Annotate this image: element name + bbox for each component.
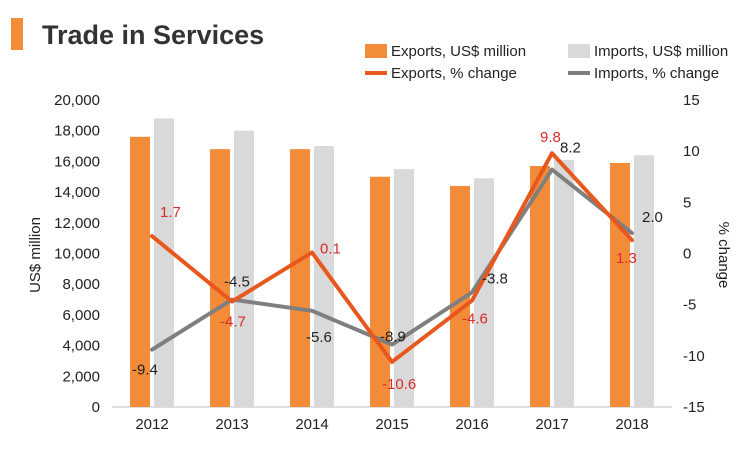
x-tick-label: 2016 [455, 416, 488, 433]
y-tick-label: 12,000 [54, 215, 100, 232]
chart-title: Trade in Services [42, 20, 265, 50]
y2-tick-label: -5 [683, 297, 696, 314]
y-tick-label: 16,000 [54, 153, 100, 170]
imports-bar [394, 169, 414, 407]
y2-tick-label: 5 [683, 194, 691, 211]
exports-change-label: 1.3 [616, 250, 637, 267]
x-tick-label: 2018 [615, 416, 648, 433]
legend-label: Exports, US$ million [391, 43, 526, 60]
y2-axis-label: % change [715, 222, 732, 289]
y-tick-label: 8,000 [62, 276, 100, 293]
exports-change-line [150, 151, 634, 364]
title-accent-bar [11, 18, 23, 50]
y-tick-label: 10,000 [54, 246, 100, 263]
exports-change-label: -4.6 [462, 311, 488, 328]
x-tick-label: 2015 [375, 416, 408, 433]
x-tick-label: 2013 [215, 416, 248, 433]
imports-bar [154, 118, 174, 408]
y2-tick-label: -15 [683, 399, 705, 416]
x-axis: 2012 2013 2014 2015 2016 2017 2018 [112, 406, 672, 433]
exports-bar [450, 185, 470, 407]
y2-tick-label: 10 [683, 143, 700, 160]
y-tick-label: 14,000 [54, 184, 100, 201]
y-tick-label: 20,000 [54, 92, 100, 109]
imports-bar [634, 155, 654, 407]
exports-change-label: 1.7 [160, 204, 181, 221]
y-tick-label: 4,000 [62, 338, 100, 355]
y2-tick-label: -10 [683, 348, 705, 365]
exports-change-label: -4.7 [220, 314, 246, 331]
imports-bar [314, 146, 334, 408]
legend-label: Imports, % change [594, 65, 719, 82]
right-axis: -15 -10 -5 0 5 10 15 [683, 92, 705, 416]
exports-bar [530, 166, 550, 407]
legend-swatch [568, 44, 590, 58]
x-tick-label: 2014 [295, 416, 328, 433]
exports-bar [370, 176, 390, 407]
x-tick-label: 2012 [135, 416, 168, 433]
y-tick-label: 18,000 [54, 123, 100, 140]
legend-label: Exports, % change [391, 65, 517, 82]
y-tick-label: 6,000 [62, 307, 100, 324]
exports-bar [210, 149, 230, 407]
exports-change-label: -10.6 [382, 376, 416, 393]
imports-bar [554, 159, 574, 407]
bar-series [130, 118, 654, 408]
exports-bar [610, 162, 630, 407]
x-tick-label: 2017 [535, 416, 568, 433]
exports-change-label: 0.1 [320, 240, 341, 257]
imports-change-label: 2.0 [642, 209, 663, 226]
legend: Exports, US$ million Imports, US$ million… [365, 43, 728, 82]
left-axis: 0 2,000 4,000 6,000 8,000 10,000 12,000 14,000 1… [54, 92, 100, 416]
y-tick-label: 2,000 [62, 368, 100, 385]
imports-change-label: 8.2 [560, 140, 581, 157]
y2-tick-label: 0 [683, 246, 691, 263]
exports-bar [130, 136, 150, 407]
line-series [150, 151, 634, 364]
legend-label: Imports, US$ million [594, 43, 728, 60]
imports-change-label: -9.4 [132, 362, 158, 379]
imports-bar [234, 130, 254, 407]
imports-change-label: -4.5 [224, 274, 250, 291]
y2-tick-label: 15 [683, 92, 700, 109]
y-axis-label: US$ million [27, 217, 44, 293]
imports-change-label: -3.8 [482, 270, 508, 287]
y-tick-label: 0 [92, 399, 100, 416]
imports-bar [474, 178, 494, 407]
legend-swatch [365, 44, 387, 58]
imports-change-label: -5.6 [306, 329, 332, 346]
exports-change-label: 9.8 [540, 129, 561, 146]
data-labels: 1.7 -4.7 0.1 -10.6 -4.6 9.8 1.3 -9.4 -4.5 -5.6 -8.… [132, 129, 663, 393]
exports-bar [290, 149, 310, 407]
imports-change-label: -8.9 [380, 329, 406, 346]
